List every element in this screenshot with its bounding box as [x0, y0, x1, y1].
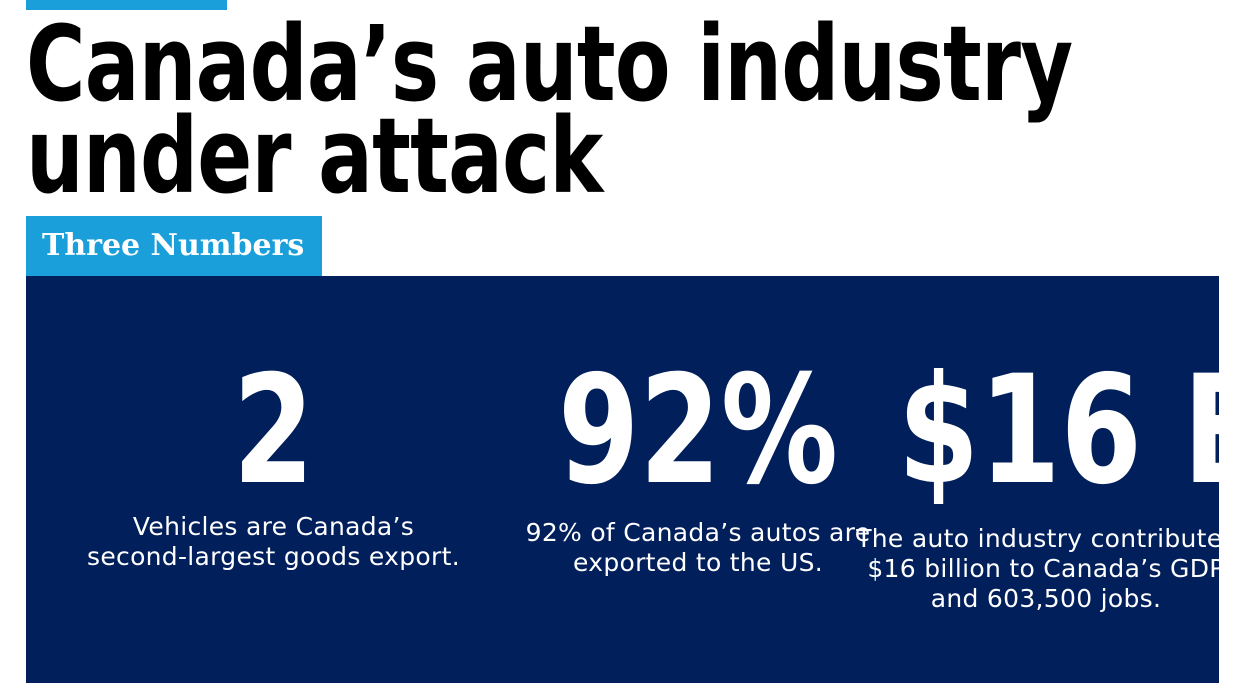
page-title-line-2: under attack: [26, 95, 603, 217]
stat-description: Vehicles are Canada’s second-largest goo…: [87, 512, 460, 571]
stat-value: $16 B: [897, 344, 1245, 518]
section-tab: Three Numbers: [26, 216, 322, 276]
top-accent-bar: [26, 0, 227, 10]
section-tab-label: Three Numbers: [42, 228, 305, 263]
stats-panel: 2 Vehicles are Canada’s second-largest g…: [26, 276, 1245, 683]
stat-description: The auto industry contributes $16 billio…: [856, 524, 1236, 613]
stat-value: 92%: [557, 344, 839, 518]
page-title: Canada’s auto industry under attack: [26, 12, 1073, 208]
stat-value: 2: [232, 344, 315, 518]
stat-description: 92% of Canada’s autos are exported to th…: [525, 518, 871, 577]
page-title-line-1: Canada’s auto industry: [26, 3, 1073, 125]
